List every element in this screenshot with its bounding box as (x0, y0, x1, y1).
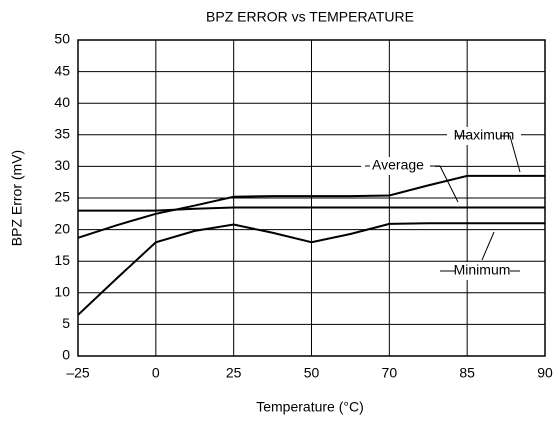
annotation: Average (372, 157, 424, 173)
x-tick-label: –25 (66, 365, 90, 381)
y-tick-label: 5 (62, 315, 70, 331)
chart-title: BPZ ERROR vs TEMPERATURE (206, 9, 414, 25)
plot-frame (77, 39, 546, 357)
x-tick-label: 70 (382, 365, 398, 381)
x-tick-label: 90 (537, 365, 553, 381)
annotation: Minimum (454, 262, 511, 278)
y-axis-label: BPZ Error (mV) (9, 150, 25, 246)
annotation-bg (361, 157, 435, 175)
y-tick-label: 35 (54, 126, 70, 142)
series-line (77, 174, 545, 239)
y-tick-label: 45 (54, 62, 70, 78)
annotation-leader (430, 165, 459, 203)
y-tick-label: 10 (54, 284, 70, 300)
y-tick-label: 25 (54, 189, 70, 205)
series-line (78, 206, 545, 212)
y-tick-label: 15 (54, 252, 70, 268)
x-tick-label: 85 (459, 365, 475, 381)
annotation-bg (445, 262, 519, 280)
y-tick-label: 40 (54, 94, 70, 110)
annotation-leader (500, 135, 521, 173)
x-tick-label: 0 (152, 365, 160, 381)
x-axis-label: Temperature (°C) (256, 399, 364, 415)
annotation-bg (447, 127, 521, 145)
y-tick-label: 0 (62, 347, 70, 363)
series-line (77, 222, 545, 316)
annotation-leader (481, 231, 495, 261)
y-tick-label: 50 (54, 31, 70, 47)
y-tick-label: 20 (54, 220, 70, 236)
y-tick-label: 30 (54, 157, 70, 173)
x-tick-label: 50 (304, 365, 320, 381)
annotation: Maximum (454, 127, 515, 143)
x-tick-label: 25 (226, 365, 242, 381)
